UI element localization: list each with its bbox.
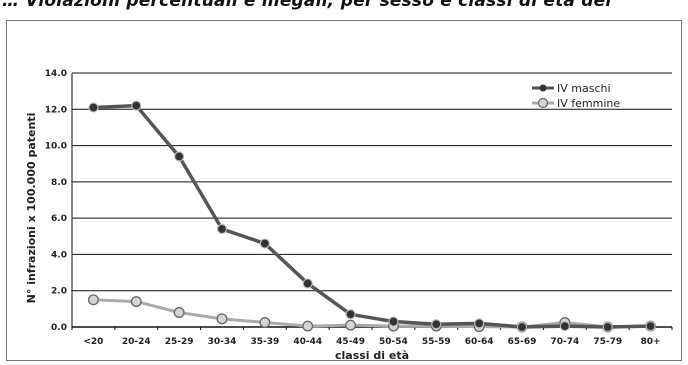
x-tick-label: 35-39: [250, 337, 279, 347]
x-tick-label: 25-29: [165, 337, 194, 347]
data-point: [259, 317, 271, 328]
data-point: [173, 307, 185, 318]
x-tick-label: 60-64: [465, 337, 494, 347]
x-tick-label: <20: [83, 337, 103, 347]
x-tick-label: 50-54: [379, 337, 408, 347]
x-tick-label: 55-59: [422, 337, 451, 347]
data-point: [302, 320, 314, 332]
legend-label: IV maschi: [557, 82, 611, 95]
data-point: [645, 320, 656, 332]
data-point: [174, 151, 185, 162]
y-tick-label: 14.0: [45, 69, 67, 79]
series-line: [93, 103, 651, 329]
data-point: [131, 100, 142, 111]
data-point: [516, 321, 528, 333]
legend-label: IV femmine: [557, 97, 620, 110]
chart-title: … Violazioni percentuali e illegali; per…: [2, 0, 612, 11]
y-tick-label: 10.0: [45, 142, 67, 152]
y-tick-label: 8.0: [51, 178, 67, 188]
grid-lines: [71, 72, 672, 328]
legend-marker: [537, 97, 549, 109]
series-line: [93, 298, 651, 329]
y-tick-label: 2.0: [51, 287, 67, 297]
y-tick-label: 0.0: [51, 323, 67, 333]
x-tick-label: 80+: [641, 337, 661, 347]
data-point: [216, 313, 228, 325]
data-point: [431, 319, 442, 330]
y-axis-label: N° infrazioni x 100.000 patenti: [25, 113, 38, 304]
data-point: [87, 294, 99, 306]
data-point: [216, 223, 228, 235]
data-point: [602, 321, 613, 333]
y-tick-label: 12.0: [45, 105, 67, 115]
series-maschi: [88, 100, 656, 333]
y-tick-labels: 0.0 2.0 4.0 6.0 8.0 10.0 12.0 14.0: [45, 69, 67, 333]
x-tick-label: 75-79: [593, 337, 622, 347]
data-point: [345, 309, 356, 320]
data-point: [388, 316, 399, 327]
chart-frame: [6, 20, 682, 361]
legend-marker: [539, 84, 547, 92]
y-tick-label: 6.0: [51, 214, 67, 224]
data-point: [259, 238, 270, 249]
data-point: [559, 320, 570, 332]
x-tick-labels: <20 20-24 25-29 30-34 35-39 40-44 45-49 50-54 55…: [71, 327, 673, 347]
x-axis-label: classi di età: [335, 349, 409, 362]
x-tick-label: 65-69: [508, 337, 537, 347]
series-group: [87, 100, 657, 333]
data-point: [345, 319, 357, 331]
x-tick-label: 20-24: [122, 337, 151, 347]
x-tick-label: 45-49: [336, 337, 365, 347]
x-tick-label: 70-74: [550, 337, 579, 347]
data-point: [88, 102, 99, 113]
data-point: [130, 296, 142, 308]
x-tick-label: 30-34: [208, 337, 237, 347]
legend: IV maschi IV femmine: [532, 82, 620, 110]
data-point: [302, 278, 313, 289]
data-point: [474, 318, 485, 329]
y-tick-label: 4.0: [51, 250, 67, 260]
x-tick-label: 40-44: [293, 337, 322, 347]
